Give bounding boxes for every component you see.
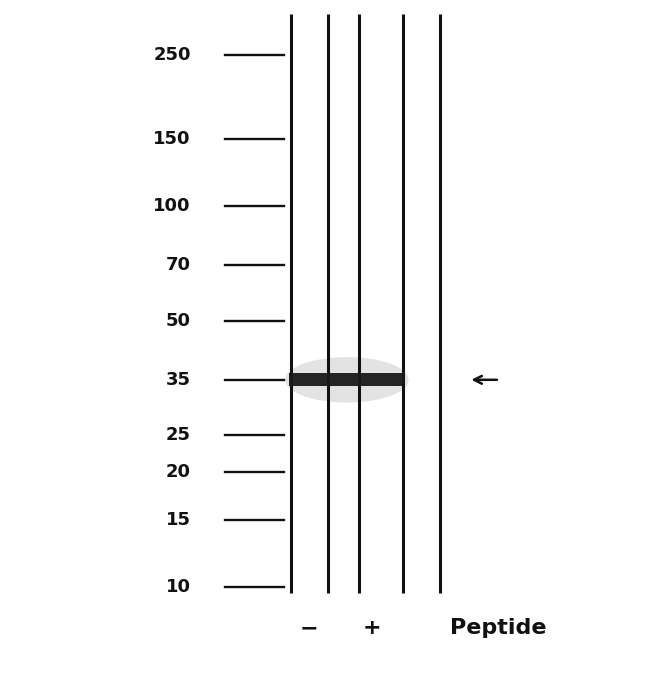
Text: 250: 250: [153, 46, 191, 64]
Ellipse shape: [285, 357, 409, 403]
Text: 100: 100: [153, 198, 191, 215]
Text: 10: 10: [166, 578, 191, 595]
Bar: [289, 373, 404, 386]
Text: 15: 15: [166, 511, 191, 529]
Text: 35: 35: [166, 371, 191, 389]
Text: 20: 20: [166, 463, 191, 482]
Text: 25: 25: [166, 427, 191, 445]
Text: −: −: [300, 618, 318, 638]
Text: 150: 150: [153, 130, 191, 148]
Text: 50: 50: [166, 312, 191, 330]
Text: +: +: [363, 618, 381, 638]
Text: 70: 70: [166, 257, 191, 274]
Text: Peptide: Peptide: [450, 618, 546, 638]
